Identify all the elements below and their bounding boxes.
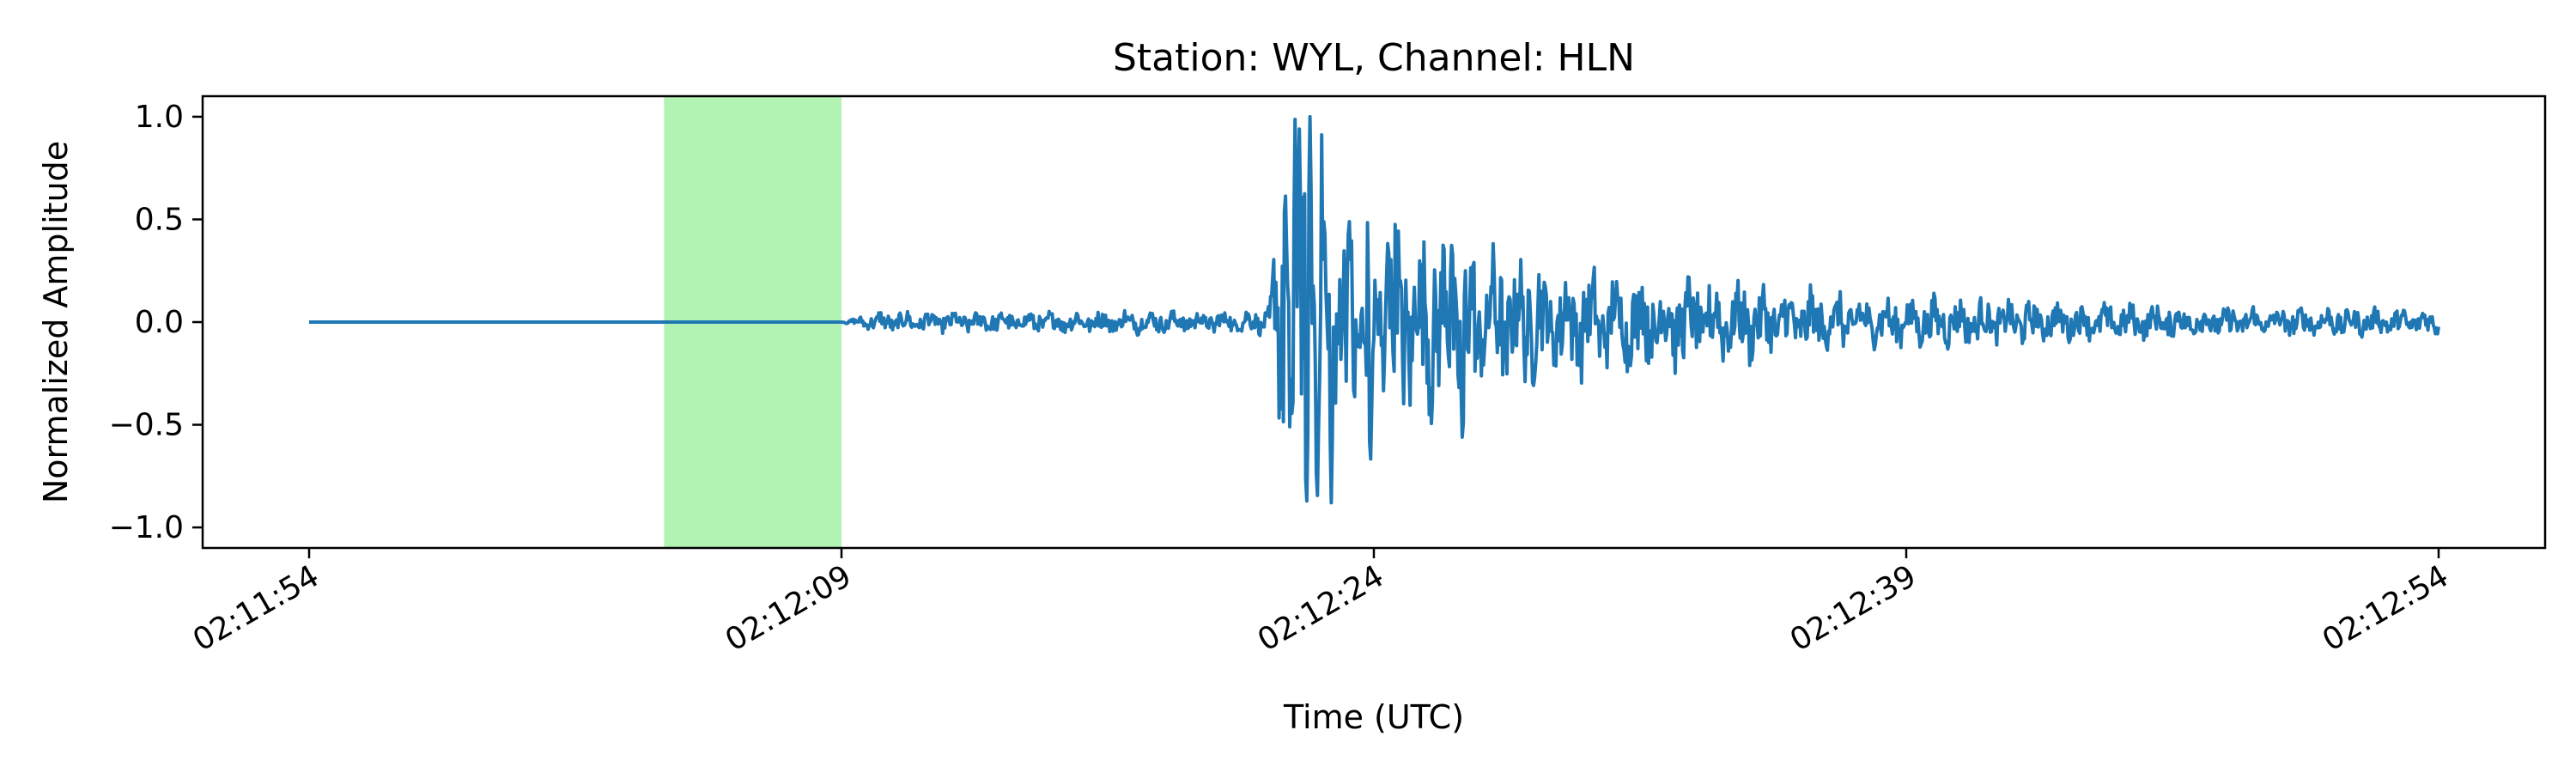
y-axis-title: Normalized Amplitude: [37, 141, 75, 503]
y-tick-label: 0.0: [135, 305, 184, 340]
y-tick-label: 1.0: [135, 100, 184, 135]
chart-title: Station: WYL, Channel: HLN: [1113, 36, 1635, 80]
waveform-line: [308, 114, 2440, 505]
plot-area: [201, 94, 2547, 550]
x-axis-title: Time (UTC): [1283, 698, 1464, 736]
y-axis: 1.0 0.5 0.0 −0.5 −1.0: [109, 100, 203, 545]
y-tick-label: −0.5: [109, 408, 184, 443]
y-tick-label: −1.0: [109, 510, 184, 545]
y-tick-label: 0.5: [135, 202, 184, 237]
